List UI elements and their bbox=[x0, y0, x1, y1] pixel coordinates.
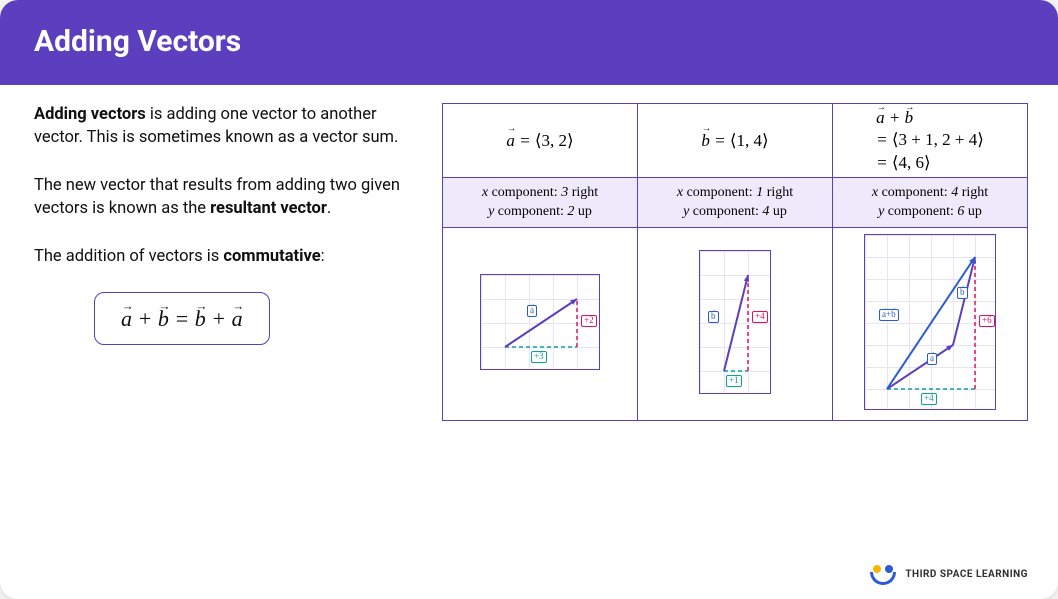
vector-diagram-cell: a +2 +3 bbox=[443, 228, 638, 421]
vector-row-notation: a = ⟨3, 2⟩b = ⟨1, 4⟩a + b= ⟨3 + 1, 2 + 4… bbox=[443, 104, 1028, 178]
vector-component-cell: x component: 1 righty component: 4 up bbox=[638, 178, 833, 228]
diagram-label: a bbox=[927, 353, 937, 365]
commutative-formula: a + b = b + a bbox=[94, 292, 270, 345]
diagram-label: +1 bbox=[726, 375, 742, 387]
diagram-label: b bbox=[708, 311, 719, 323]
vector-grid: a+b b a +6 +4 bbox=[864, 234, 996, 410]
page-title: Adding Vectors bbox=[34, 24, 1024, 59]
brand-name: THIRD SPACE LEARNING bbox=[905, 569, 1028, 580]
vector-notation-cell: a = ⟨3, 2⟩ bbox=[443, 104, 638, 178]
slide-card: Adding Vectors Adding vectors is adding … bbox=[0, 0, 1058, 599]
diagram-label: a+b bbox=[879, 309, 899, 321]
vector-grid: a +2 +3 bbox=[480, 274, 600, 370]
body-area: Adding vectors is adding one vector to a… bbox=[0, 85, 1058, 433]
diagram-label: +6 bbox=[979, 315, 995, 327]
left-column: Adding vectors is adding one vector to a… bbox=[34, 103, 428, 421]
p3-pre: The addition of vectors is bbox=[34, 247, 223, 266]
brand-footer: THIRD SPACE LEARNING bbox=[869, 563, 1028, 585]
vector-diagram-cell: b +4 +1 bbox=[638, 228, 833, 421]
diagram-label: +4 bbox=[752, 311, 768, 323]
p3-bold: commutative bbox=[223, 247, 320, 266]
vector-component-cell: x component: 4 righty component: 6 up bbox=[833, 178, 1028, 228]
brand-logo-icon bbox=[869, 563, 897, 585]
vector-notation-cell: a + b= ⟨3 + 1, 2 + 4⟩= ⟨4, 6⟩ bbox=[833, 104, 1028, 178]
p2-post: . bbox=[327, 199, 331, 218]
p3-post: : bbox=[321, 247, 325, 266]
diagram-label: +2 bbox=[581, 315, 597, 327]
paragraph-2: The new vector that results from adding … bbox=[34, 174, 428, 221]
paragraph-3: The addition of vectors is commutative: bbox=[34, 245, 428, 268]
vector-row-components: x component: 3 righty component: 2 upx c… bbox=[443, 178, 1028, 228]
vector-notation-cell: b = ⟨1, 4⟩ bbox=[638, 104, 833, 178]
header-bar: Adding Vectors bbox=[0, 0, 1058, 85]
paragraph-1: Adding vectors is adding one vector to a… bbox=[34, 103, 428, 150]
vector-diagram-cell: a+b b a +6 +4 bbox=[833, 228, 1028, 421]
vector-table: a = ⟨3, 2⟩b = ⟨1, 4⟩a + b= ⟨3 + 1, 2 + 4… bbox=[442, 103, 1028, 421]
p1-lead: Adding vectors bbox=[34, 105, 146, 124]
diagram-label: b bbox=[957, 287, 968, 299]
vector-row-diagrams: a +2 +3 b +4 +1 a+b b a +6 +4 bbox=[443, 228, 1028, 421]
p2-bold: resultant vector bbox=[210, 199, 327, 218]
vector-grid: b +4 +1 bbox=[699, 250, 771, 394]
diagram-label: a bbox=[527, 305, 537, 317]
diagram-label: +3 bbox=[531, 351, 547, 363]
vector-component-cell: x component: 3 righty component: 2 up bbox=[443, 178, 638, 228]
diagram-label: +4 bbox=[921, 393, 937, 405]
right-column: a = ⟨3, 2⟩b = ⟨1, 4⟩a + b= ⟨3 + 1, 2 + 4… bbox=[442, 103, 1028, 421]
